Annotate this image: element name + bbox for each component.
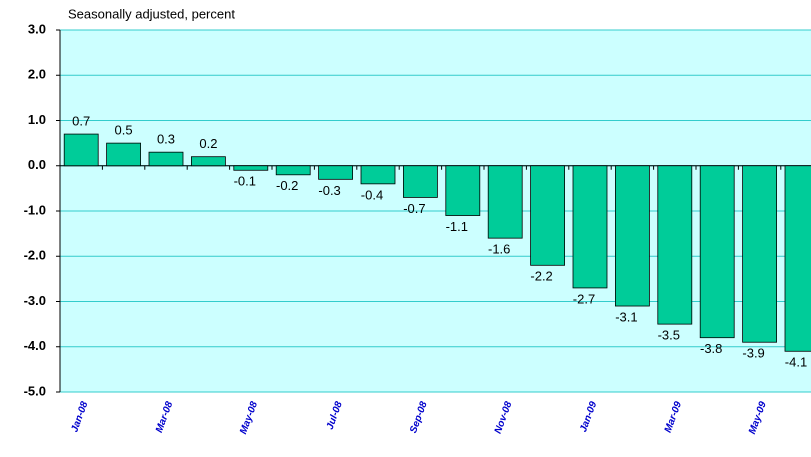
x-tick-label: May-09 (747, 400, 769, 436)
bar (445, 165, 481, 216)
value-label: -0.3 (318, 183, 340, 198)
y-tick-label: 0.0 (28, 157, 46, 172)
value-label: -1.6 (488, 242, 510, 257)
bar (63, 133, 99, 167)
x-tick-label: Mar-09 (663, 400, 685, 434)
bar (318, 165, 354, 180)
y-tick-label: -4.0 (24, 338, 46, 353)
x-tick-label: May-08 (238, 400, 260, 436)
bar (402, 165, 438, 198)
x-tick-label: Jul-08 (325, 400, 345, 431)
value-label: -3.8 (700, 341, 722, 356)
x-tick-label: Sep-08 (408, 400, 430, 435)
value-label: -3.9 (742, 346, 764, 361)
bar (487, 165, 523, 239)
x-tick-label: Nov-08 (493, 400, 515, 436)
chart-subtitle: Seasonally adjusted, percent (68, 6, 235, 21)
y-tick-label: -3.0 (24, 293, 46, 308)
value-label: 0.3 (157, 132, 175, 147)
y-tick-label: -5.0 (24, 383, 46, 398)
value-label: -4.1 (785, 355, 807, 370)
bar (572, 165, 608, 289)
y-tick-label: -2.0 (24, 248, 46, 263)
bar (657, 165, 693, 325)
x-tick-label: Jan-08 (69, 400, 90, 434)
bar (360, 165, 396, 185)
bar (233, 165, 269, 171)
bar (190, 156, 226, 167)
value-label: -2.2 (530, 269, 552, 284)
x-tick-label: Jan-09 (578, 400, 599, 434)
value-label: -0.7 (403, 201, 425, 216)
value-label: 0.5 (115, 123, 133, 138)
y-tick-label: 2.0 (28, 67, 46, 82)
value-label: -3.5 (658, 328, 680, 343)
value-label: -0.2 (276, 178, 298, 193)
value-label: -0.1 (234, 174, 256, 189)
x-tick-label: Mar-08 (154, 400, 176, 434)
bar (699, 165, 735, 339)
bar (148, 151, 184, 167)
value-label: -1.1 (446, 219, 468, 234)
bar (106, 142, 141, 167)
value-label: -0.4 (361, 187, 383, 202)
value-label: 0.7 (72, 114, 90, 129)
y-tick-label: -1.0 (24, 202, 46, 217)
bar (615, 165, 650, 307)
value-label: 0.2 (199, 136, 217, 151)
y-tick-label: 1.0 (28, 112, 46, 127)
value-label: -2.7 (573, 291, 595, 306)
value-label: -3.1 (615, 309, 637, 324)
bar (784, 165, 811, 352)
y-tick-label: 3.0 (28, 21, 46, 36)
bar (742, 165, 777, 343)
bar (275, 165, 311, 176)
bar (530, 165, 565, 266)
